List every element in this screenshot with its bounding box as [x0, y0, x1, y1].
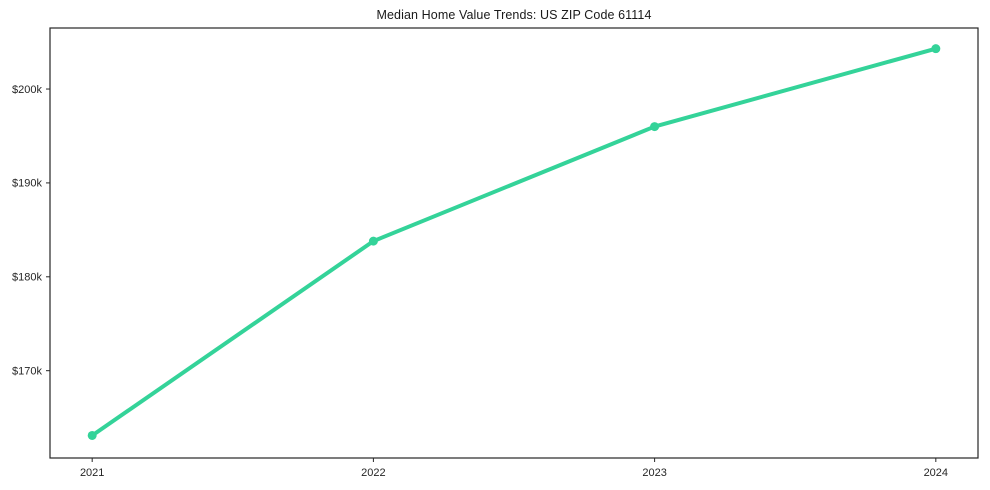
plot-border	[49, 27, 979, 459]
y-tick-label: $180k	[12, 272, 42, 284]
data-point-marker	[650, 122, 660, 132]
x-tick-label: 2022	[361, 467, 385, 479]
y-tick-label: $170k	[12, 365, 42, 377]
y-tick-label: $190k	[12, 178, 42, 190]
y-tick-label: $200k	[12, 84, 42, 96]
x-tick-label: 2023	[642, 467, 666, 479]
data-point-marker	[931, 44, 941, 54]
x-tick-label: 2024	[924, 467, 948, 479]
x-tick-label: 2021	[80, 467, 104, 479]
chart-title: Median Home Value Trends: US ZIP Code 61…	[376, 8, 652, 22]
data-point-marker	[368, 236, 378, 246]
series-line	[90, 46, 938, 438]
data-point-marker	[87, 430, 97, 440]
